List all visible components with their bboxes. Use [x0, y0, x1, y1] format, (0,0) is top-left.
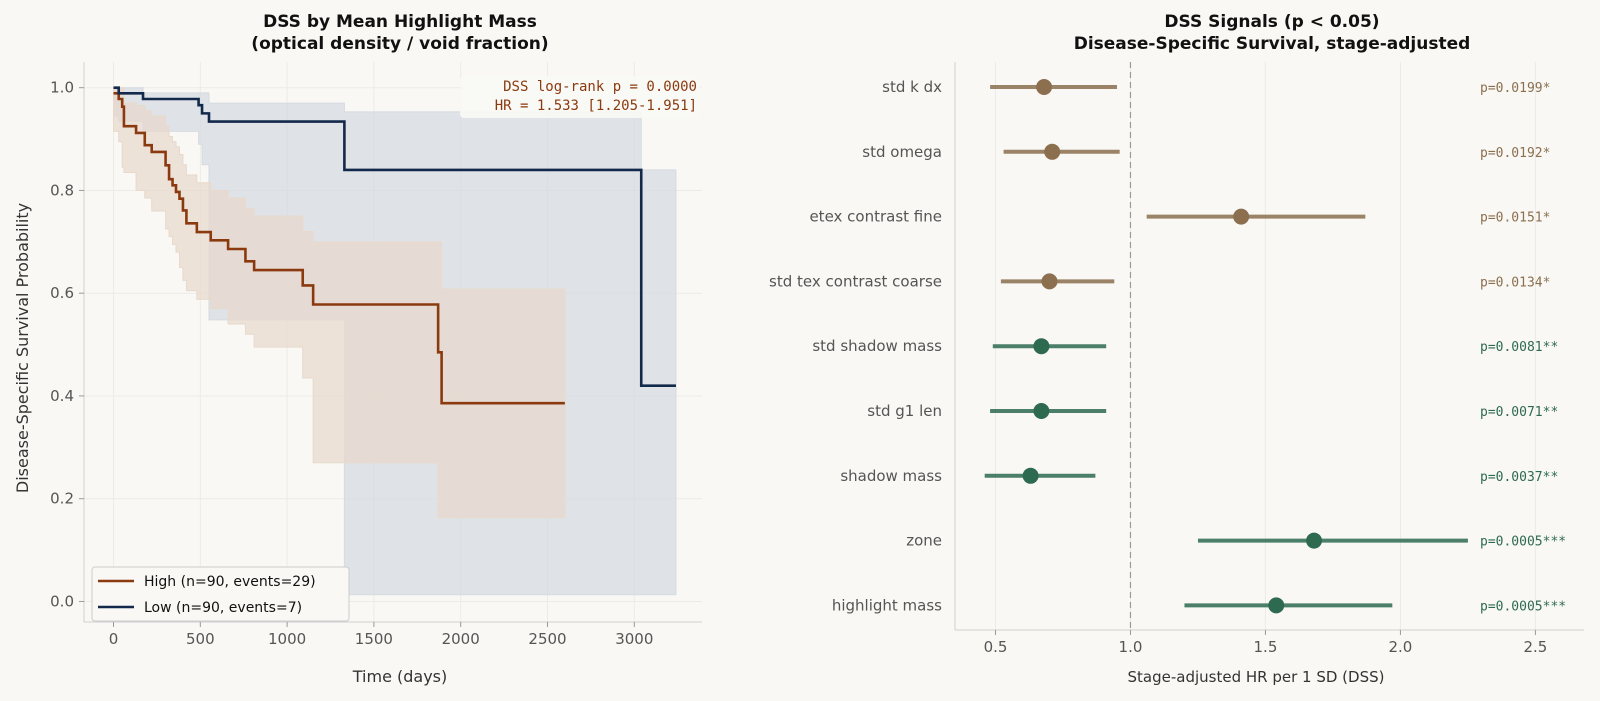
forest-p-label: p=0.0037**: [1480, 470, 1558, 485]
forest-row-label: std k dx: [882, 78, 942, 96]
km-x-tick-label: 3000: [615, 630, 653, 648]
km-x-tick-label: 1000: [268, 630, 306, 648]
forest-row-label: shadow mass: [840, 467, 942, 485]
forest-x-tick-label: 2.5: [1523, 638, 1547, 656]
forest-row-label: std tex contrast coarse: [769, 272, 942, 290]
km-axes: 0 500 1000 1500 2000 2500 3000 0.0 0.2 0.4 0.6 0.8 1…: [50, 62, 702, 648]
forest-p-label: p=0.0005***: [1480, 599, 1566, 614]
forest-p-label: p=0.0199*: [1480, 81, 1550, 96]
km-title: DSS by Mean Highlight Mass: [263, 12, 537, 32]
legend-low-label: Low (n=90, events=7): [144, 600, 302, 616]
forest-hr-point: [1041, 273, 1058, 290]
forest-x-tick-label: 0.5: [984, 638, 1008, 656]
forest-x-tick-label: 1.0: [1119, 638, 1143, 656]
high-ci-band: [113, 87, 566, 519]
km-y-tick-label: 0.8: [50, 181, 74, 199]
km-panel: DSS by Mean Highlight Mass (optical dens…: [13, 12, 702, 686]
km-y-axis-label: Disease-Specific Survival Probability: [13, 203, 32, 493]
forest-subtitle: Disease-Specific Survival, stage-adjuste…: [1074, 34, 1471, 54]
km-annotation-logrank: DSS log-rank p = 0.0000: [503, 79, 697, 95]
forest-hr-point: [1233, 208, 1250, 225]
legend-high-label: High (n=90, events=29): [144, 574, 316, 590]
forest-hr-point: [1036, 79, 1053, 95]
km-x-tick-label: 0: [109, 630, 119, 648]
forest-p-label: p=0.0005***: [1480, 535, 1566, 550]
forest-row-label: etex contrast fine: [809, 208, 942, 226]
km-x-tick-label: 2500: [528, 630, 566, 648]
km-x-tick-label: 2000: [442, 630, 480, 648]
forest-row-label: std g1 len: [867, 402, 942, 420]
km-y-tick-label: 0.4: [50, 387, 74, 405]
km-annotation-box: [460, 76, 700, 118]
forest-axes: 0.5 1.0 1.5 2.0 2.5: [954, 62, 1584, 656]
km-annotation-hr: HR = 1.533 [1.205-1.951]: [495, 98, 697, 114]
forest-p-label: p=0.0081**: [1480, 340, 1558, 355]
km-bands: [113, 87, 677, 596]
forest-x-tick-label: 1.5: [1254, 638, 1278, 656]
km-legend: High (n=90, events=29) Low (n=90, events…: [91, 566, 350, 622]
high-survival-line: [113, 92, 565, 405]
forest-row-label: std omega: [862, 143, 942, 161]
forest-rows: std k dx p=0.0199* std omega p=0.0192* etex …: [769, 78, 1566, 614]
forest-hr-point: [1033, 338, 1050, 355]
forest-title: DSS Signals (p < 0.05): [1164, 12, 1379, 32]
forest-row-label: zone: [906, 532, 942, 550]
km-legend-box: [91, 566, 350, 622]
forest-row-label: std shadow mass: [812, 337, 942, 355]
forest-hr-point: [1022, 467, 1039, 484]
forest-p-label: p=0.0192*: [1480, 146, 1550, 161]
km-y-tick-label: 0.6: [50, 284, 74, 302]
km-y-tick-label: 1.0: [50, 79, 74, 97]
forest-row-label: highlight mass: [832, 596, 942, 614]
forest-hr-point: [1033, 403, 1050, 419]
km-subtitle: (optical density / void fraction): [251, 34, 548, 54]
km-lines: [113, 86, 676, 405]
forest-grid: [994, 62, 1536, 630]
forest-x-axis-label: Stage-adjusted HR per 1 SD (DSS): [1128, 668, 1385, 686]
forest-hr-point: [1044, 143, 1061, 160]
forest-panel: DSS Signals (p < 0.05) Disease-Specific …: [769, 12, 1584, 686]
forest-hr-point: [1306, 532, 1323, 549]
forest-hr-point: [1268, 597, 1285, 614]
low-survival-line: [113, 86, 676, 387]
km-annotation: DSS log-rank p = 0.0000 HR = 1.533 [1.20…: [460, 76, 700, 118]
km-x-tick-label: 1500: [355, 630, 393, 648]
forest-p-label: p=0.0151*: [1480, 211, 1550, 226]
km-x-axis-label: Time (days): [352, 667, 448, 686]
km-x-tick-label: 500: [186, 630, 215, 648]
forest-p-label: p=0.0071**: [1480, 405, 1558, 420]
forest-x-tick-label: 2.0: [1388, 638, 1412, 656]
km-y-tick-label: 0.2: [50, 490, 74, 508]
km-y-tick-label: 0.0: [50, 592, 74, 610]
forest-p-label: p=0.0134*: [1480, 275, 1550, 290]
